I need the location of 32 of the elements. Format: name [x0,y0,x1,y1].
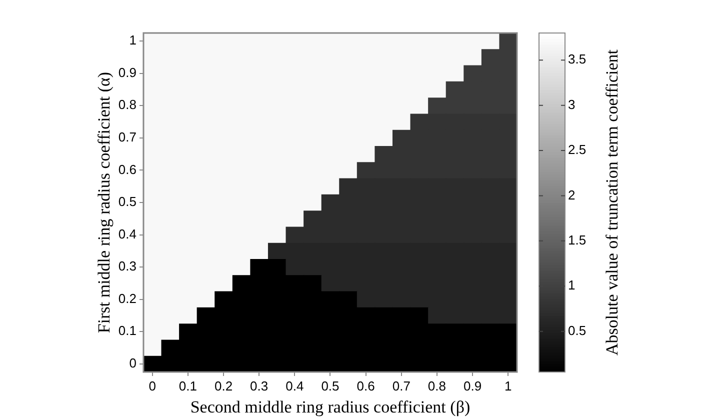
y-tick-label: 0.1 [118,323,136,338]
color-bar-label: 2 [568,187,576,202]
x-tick-label: 0.1 [178,378,197,394]
y-tick-label: 0 [129,356,136,371]
x-tick-label: 0.6 [356,378,375,394]
x-tick-label: 0.7 [392,378,410,394]
color-bar-title: Absolute value of truncation term coefficient [602,49,622,356]
x-tick-label: 0.8 [428,378,446,394]
x-tick-label: 1 [504,378,512,394]
y-tick-label: 0.5 [118,194,136,210]
x-tick-label: 0.9 [463,378,482,394]
y-tick-label: 0.4 [118,226,136,242]
x-tick-label: 0.2 [214,378,233,394]
color-bar-label: 3 [568,96,576,112]
color-bar-label: 0.5 [568,322,586,338]
color-bar-label: 1.5 [568,232,586,248]
y-tick-label: 0.8 [118,97,136,112]
y-axis-title: First middle ring radius coefficient (α) [94,72,114,334]
color-bar-label: 2.5 [568,142,586,158]
color-bar-label: 1 [568,278,576,293]
x-tick-label: 0.3 [250,378,268,394]
y-tick-label: 1 [129,32,136,48]
x-tick-label: 0.4 [286,378,304,394]
y-tick-label: 0.7 [118,130,136,145]
x-tick-label: 0 [148,378,156,394]
x-axis-title: Second middle ring radius coefficient (β) [190,397,470,416]
x-tick-label: 0.5 [321,378,340,394]
y-tick-label: 0.9 [118,64,136,80]
y-tick-label: 0.2 [118,290,136,306]
y-tick-label: 0.6 [118,162,136,177]
color-bar-label: 3.5 [568,52,586,67]
y-tick-label: 0.3 [118,258,136,274]
